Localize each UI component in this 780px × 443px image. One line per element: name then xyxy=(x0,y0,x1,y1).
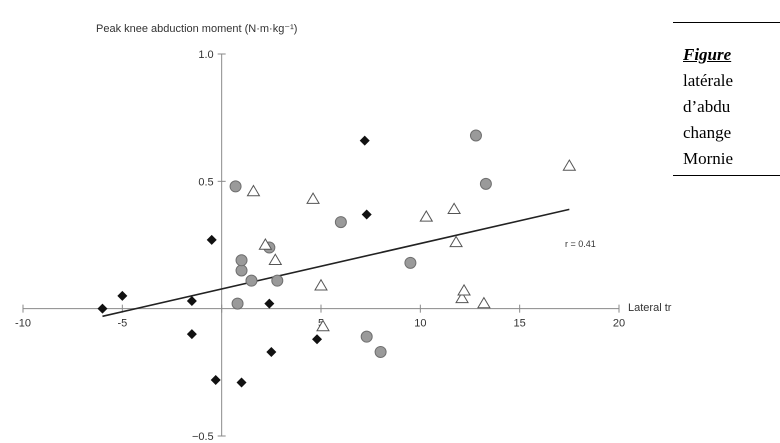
y-tick-label: −0.5 xyxy=(192,431,214,443)
triangle-marker xyxy=(455,291,469,304)
triangle-marker xyxy=(477,296,491,309)
diamond-marker xyxy=(117,290,128,301)
x-tick-label: 20 xyxy=(613,318,625,330)
circle-marker xyxy=(469,129,482,142)
x-tick-label: 10 xyxy=(414,318,426,330)
diamond-marker xyxy=(361,209,372,220)
circle-marker xyxy=(404,256,417,269)
scatter-chart: Peak knee abduction moment (N·m·kg⁻¹) -1… xyxy=(15,23,672,443)
triangle-marker xyxy=(419,210,434,222)
diamond-marker xyxy=(264,298,275,309)
regression-line xyxy=(102,208,570,318)
diamond-marker xyxy=(312,334,323,345)
circle-marker xyxy=(334,216,347,229)
caption-label: Figure xyxy=(683,45,732,64)
circle-marker xyxy=(229,180,242,193)
diamond-marker xyxy=(266,346,277,357)
r-annotation: r = 0.41 xyxy=(565,239,596,249)
diamond-marker xyxy=(186,296,197,307)
circle-marker xyxy=(245,274,258,287)
triangle-marker xyxy=(258,238,273,250)
y-tick-label: 0.5 xyxy=(198,176,213,188)
circle-marker xyxy=(235,254,248,267)
diamond-marker xyxy=(97,303,108,314)
circle-marker xyxy=(271,274,284,287)
x-tick-label: 15 xyxy=(514,318,526,330)
axes: -10-55101520−0.50.51.0 xyxy=(15,49,625,443)
x-tick-label: -5 xyxy=(117,318,127,330)
triangle-marker xyxy=(306,192,320,204)
diamond-marker xyxy=(186,329,197,340)
triangle-marker xyxy=(246,184,261,197)
y-tick-label: 1.0 xyxy=(198,49,213,61)
circle-marker xyxy=(231,297,244,310)
x-tick-label: -10 xyxy=(15,318,31,330)
triangle-marker xyxy=(562,159,577,171)
caption-line-2: d’abdu xyxy=(683,97,731,116)
circle-marker xyxy=(235,264,248,277)
points-layer xyxy=(97,129,577,388)
circle-marker xyxy=(479,177,492,190)
x-axis-label: Lateral trunk flexion (°) xyxy=(628,302,672,314)
caption-line-1: latérale xyxy=(683,71,734,90)
caption-line-4: Mornie xyxy=(683,149,734,168)
triangle-marker xyxy=(314,278,328,291)
triangle-marker xyxy=(268,253,283,265)
figure-caption: Figure latérale d’abdu change Mornie xyxy=(673,22,780,176)
diamond-marker xyxy=(210,374,221,385)
diamond-marker xyxy=(206,234,217,245)
circle-marker xyxy=(374,345,387,358)
regression-layer xyxy=(102,208,570,318)
diamond-marker xyxy=(236,377,247,388)
y-axis-label: Peak knee abduction moment (N·m·kg⁻¹) xyxy=(96,23,297,35)
diamond-marker xyxy=(359,135,370,146)
circle-marker xyxy=(360,330,373,343)
triangle-marker xyxy=(447,202,461,215)
triangle-marker xyxy=(449,235,463,248)
triangle-marker xyxy=(316,319,330,332)
caption-line-3: change xyxy=(683,123,732,142)
triangle-marker xyxy=(457,283,471,296)
